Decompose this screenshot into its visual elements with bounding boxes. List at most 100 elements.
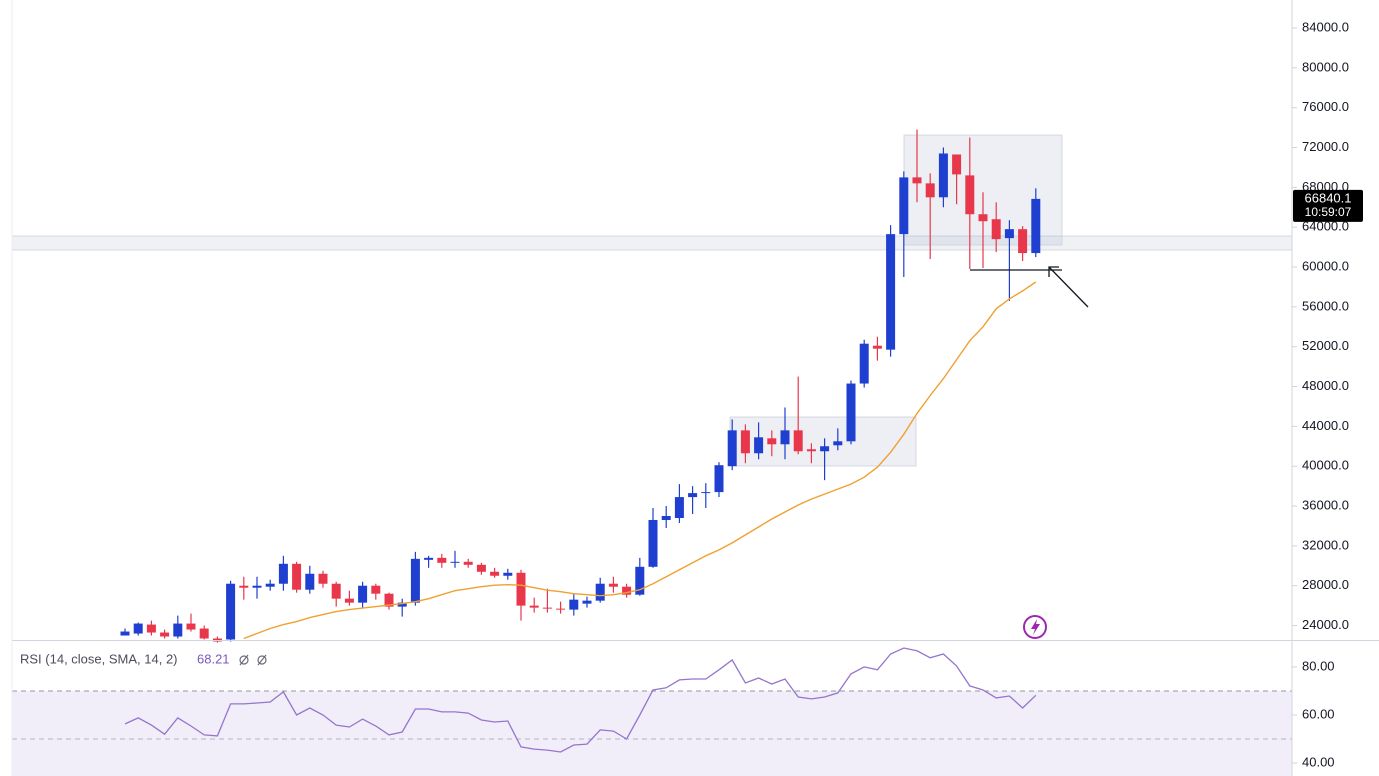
axis-layer: 24000.0 28000.0 32000.0 36000.0 40000.0 44000… — [1292, 19, 1363, 769]
candle-body — [767, 438, 777, 445]
candle-body — [635, 566, 645, 595]
band-fill — [12, 690, 1292, 776]
candle-body — [714, 465, 724, 493]
candle-body — [569, 599, 579, 610]
y-tick-label: 60000.0 — [1302, 258, 1349, 273]
candle-body — [146, 624, 156, 633]
price-tag-value: 66840.1 — [1305, 190, 1352, 205]
candle-body — [912, 177, 922, 184]
candle-body — [160, 632, 170, 637]
candle-body — [806, 449, 816, 452]
candle-body — [529, 605, 539, 608]
candle-body — [424, 557, 434, 560]
y-tick-label: 72000.0 — [1302, 139, 1349, 154]
y-tick-label: 44000.0 — [1302, 418, 1349, 433]
price-tag — [1293, 189, 1363, 222]
candle-body — [952, 154, 962, 175]
candle-body — [490, 571, 500, 576]
candle-body — [833, 441, 843, 446]
candle-body — [450, 561, 460, 563]
candle-body — [542, 607, 552, 609]
indicator-value: 68.21 — [197, 651, 230, 666]
candle-body — [476, 564, 486, 572]
candle-body — [688, 493, 698, 498]
arrow — [1048, 266, 1089, 308]
candle-body — [793, 430, 803, 452]
candle-body — [186, 623, 196, 630]
y-tick-label: 56000.0 — [1302, 298, 1349, 313]
candle-body — [239, 585, 249, 588]
candle-body — [595, 583, 605, 601]
y-tick-label: 32000.0 — [1302, 537, 1349, 552]
candle-body — [582, 600, 592, 604]
candle-body — [120, 631, 130, 636]
y-tick-label: 48000.0 — [1302, 378, 1349, 393]
candle-body — [226, 583, 236, 640]
candle-body — [199, 628, 209, 639]
candle-body — [358, 585, 368, 603]
y-tick-label: 36000.0 — [1302, 497, 1349, 512]
candle-body — [780, 430, 790, 445]
y-tick-label: 76000.0 — [1302, 99, 1349, 114]
candle-body — [886, 234, 896, 350]
candle-body — [252, 585, 262, 588]
y-tick-label: 84000.0 — [1302, 19, 1349, 34]
candle-body — [384, 593, 394, 607]
y-tick-label: 40.00 — [1302, 754, 1335, 769]
candle-body — [1031, 198, 1041, 254]
candle-body — [133, 623, 143, 634]
candle-body — [516, 572, 526, 606]
candle-body — [503, 572, 513, 576]
candle-body — [754, 437, 764, 454]
candle-body — [278, 563, 288, 584]
candle-body — [463, 561, 473, 565]
y-tick-label: 24000.0 — [1302, 617, 1349, 632]
candle-body — [991, 219, 1001, 240]
candle-body — [371, 585, 381, 594]
candle-body — [965, 175, 975, 215]
candle-body — [978, 214, 988, 222]
y-tick-label: 40000.0 — [1302, 458, 1349, 473]
candle-body — [292, 563, 302, 590]
candle-body — [608, 583, 618, 587]
candle-body — [925, 183, 935, 198]
candle-body — [173, 623, 183, 637]
candle-body — [938, 153, 948, 198]
y-tick-label: 80.00 — [1302, 658, 1335, 673]
candle-body — [727, 430, 737, 467]
marks-layer — [120, 129, 1041, 753]
candle-body — [820, 446, 830, 452]
candle-body — [899, 177, 909, 235]
visibility-icons[interactable] — [239, 654, 267, 666]
y-tick-label: 52000.0 — [1302, 338, 1349, 353]
y-tick-label: 80000.0 — [1302, 59, 1349, 74]
candle-body — [1004, 229, 1014, 239]
candle-body — [331, 583, 341, 599]
moving-average-line — [243, 281, 1037, 640]
price-tag-countdown: 10:59:07 — [1305, 205, 1352, 219]
zone-rectangle — [11, 235, 1293, 251]
rsi-line — [124, 647, 1037, 753]
candle-body — [397, 602, 407, 607]
candle-body — [674, 497, 684, 518]
lightning-icon[interactable] — [1023, 615, 1047, 639]
candle-body — [846, 383, 856, 442]
indicator-legend[interactable]: RSI (14, close, SMA, 14, 2) — [20, 651, 178, 666]
candle-body — [872, 345, 882, 349]
candle-body — [859, 343, 869, 384]
candle-body — [437, 557, 447, 563]
candle-body — [661, 516, 671, 520]
candle-body — [740, 430, 750, 454]
y-tick-label: 28000.0 — [1302, 577, 1349, 592]
candle-body — [1018, 229, 1028, 254]
candle-body — [556, 608, 566, 610]
candle-body — [344, 598, 354, 603]
candle-body — [701, 492, 711, 494]
background-layer — [12, 690, 1292, 776]
y-tick-label: 64000.0 — [1302, 219, 1349, 234]
candle-body — [318, 573, 328, 584]
candle-body — [305, 573, 315, 590]
